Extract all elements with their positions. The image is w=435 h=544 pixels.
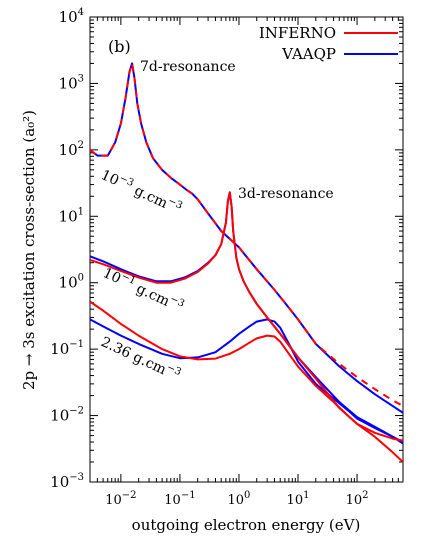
series-layer bbox=[90, 62, 403, 463]
x-tick-label: 10−2 bbox=[105, 490, 136, 508]
annotation-3d-resonance: 3d-resonance bbox=[238, 186, 334, 202]
series-line-vaaqp-1e-1 bbox=[90, 191, 403, 443]
annotation-density-2.36: 2.36 g.cm−3 bbox=[98, 332, 183, 384]
panel-label: (b) bbox=[108, 37, 131, 56]
tick-labels: 10−3 10−2 10−1 100 101 102 103 104 10−2 10−1 100 10… bbox=[50, 7, 368, 508]
axis-ticks bbox=[89, 17, 404, 483]
x-tick-label: 10−1 bbox=[164, 490, 195, 508]
y-tick-label: 103 bbox=[59, 73, 84, 92]
plot-frame bbox=[89, 16, 404, 483]
y-tick-label: 10−1 bbox=[50, 339, 84, 358]
legend-label-inferno: INFERNO bbox=[259, 24, 336, 42]
y-axis-label: 2p → 3s excitation cross-section (a₀²) bbox=[20, 110, 38, 390]
y-tick-label: 100 bbox=[59, 273, 84, 292]
annotation-density-1e-3: 10−3 g.cm−3 bbox=[98, 165, 184, 218]
y-tick-label: 102 bbox=[59, 140, 84, 159]
x-tick-label: 100 bbox=[228, 490, 251, 508]
y-tick-label: 10−2 bbox=[50, 406, 84, 425]
x-axis-label: outgoing electron energy (eV) bbox=[132, 516, 361, 534]
y-tick-label: 10−3 bbox=[50, 472, 84, 491]
series-line-inferno-1e-1 bbox=[90, 191, 403, 442]
series-line-inferno-1e-3 bbox=[90, 62, 403, 407]
legend-label-vaaqp: VAAQP bbox=[281, 45, 336, 63]
legend: INFERNO VAAQP bbox=[259, 24, 398, 63]
x-tick-label: 101 bbox=[287, 490, 310, 508]
y-tick-label: 101 bbox=[59, 206, 84, 225]
annotation-7d-resonance: 7d-resonance bbox=[140, 59, 236, 75]
annotation-density-1e-1: 10−1 g.cm−3 bbox=[100, 263, 186, 316]
x-tick-label: 102 bbox=[346, 490, 369, 508]
y-tick-label: 104 bbox=[59, 7, 84, 26]
series-line-vaaqp-2.36 bbox=[90, 318, 403, 445]
series-line-inferno-2.36 bbox=[90, 300, 403, 463]
